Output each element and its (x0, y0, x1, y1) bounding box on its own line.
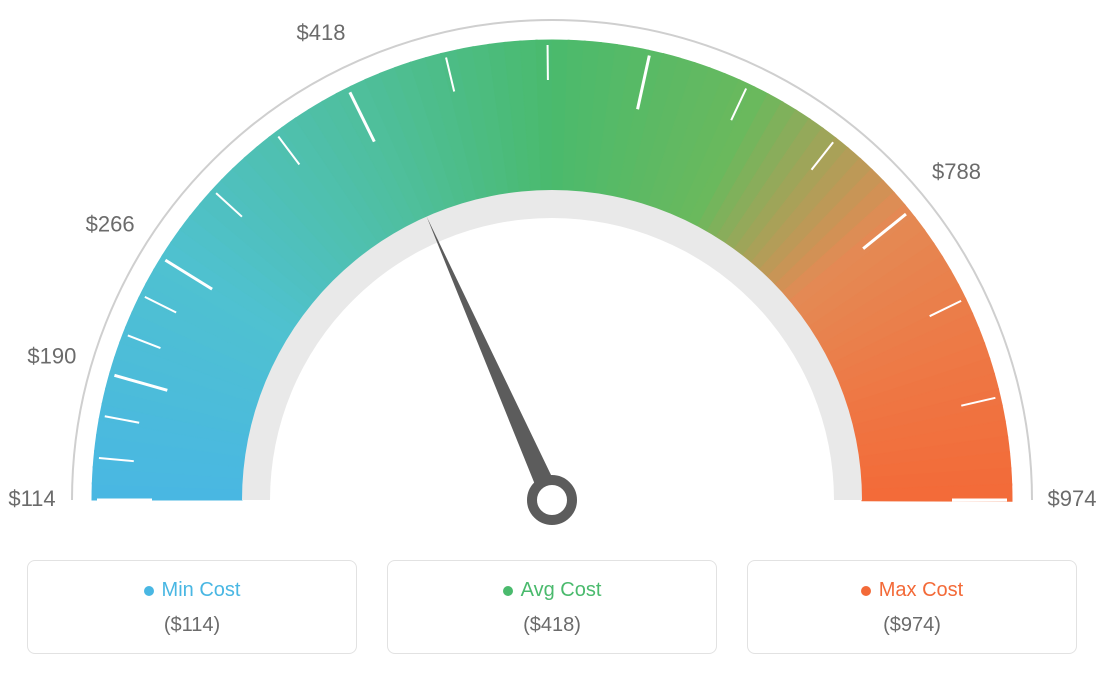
gauge-tick-label: $114 (8, 486, 55, 511)
gauge-needle (427, 216, 562, 504)
legend-value-max: ($974) (758, 614, 1066, 637)
legend-title-max: Max Cost (861, 579, 963, 602)
gauge-tick-label: $788 (932, 159, 981, 184)
legend-card-max: Max Cost ($974) (747, 560, 1077, 654)
dot-icon (144, 586, 154, 596)
gauge-chart: $114 $190 $266 $418 $603 $788 $974 (0, 0, 1104, 560)
legend-value-avg: ($418) (398, 614, 706, 637)
gauge-tick-label: $603 (639, 0, 688, 3)
gauge-svg: $114 $190 $266 $418 $603 $788 $974 (0, 0, 1104, 560)
gauge-colored-arc (92, 40, 1012, 501)
gauge-tick-label: $190 (27, 343, 76, 368)
legend-card-avg: Avg Cost ($418) (387, 560, 717, 654)
dot-icon (861, 586, 871, 596)
legend-title-text: Avg Cost (521, 579, 602, 602)
legend-value-min: ($114) (38, 614, 346, 637)
gauge-needle-hub (532, 480, 572, 520)
legend-card-min: Min Cost ($114) (27, 560, 357, 654)
legend-title-text: Max Cost (879, 579, 963, 602)
gauge-tick-label: $266 (86, 212, 135, 237)
legend-title-text: Min Cost (162, 579, 241, 602)
gauge-tick-label: $418 (297, 20, 346, 45)
gauge-tick-label: $974 (1048, 486, 1097, 511)
legend-title-avg: Avg Cost (503, 579, 602, 602)
legend-title-min: Min Cost (144, 579, 241, 602)
dot-icon (503, 586, 513, 596)
legend-row: Min Cost ($114) Avg Cost ($418) Max Cost… (0, 560, 1104, 654)
